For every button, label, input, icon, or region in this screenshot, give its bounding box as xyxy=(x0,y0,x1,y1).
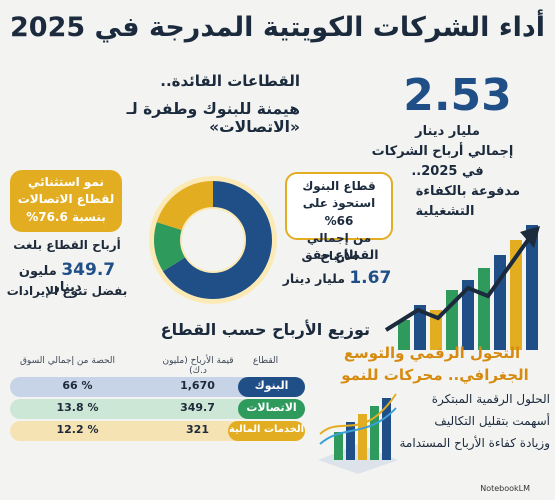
table-header-share: الحصة من إجمالي السوق xyxy=(19,356,116,366)
telecom-text-line1: أرباح القطاع بلغت xyxy=(13,238,121,252)
row-sector-pill xyxy=(228,421,305,441)
row-value: 349.7 xyxy=(180,401,215,414)
table-title: توزيع الأرباح حسب القطاع xyxy=(160,320,370,339)
growth-bars xyxy=(398,225,538,350)
telecom-growth-callout: نمو استثنائي لقطاع الاتصالات بنسبة 76.6% xyxy=(10,170,122,232)
banks-profit-value: 1.67 xyxy=(349,268,392,288)
digital-isometric-illustration xyxy=(318,393,398,474)
telecom-profit-value: 349.7 xyxy=(61,260,116,280)
row-value: 321 xyxy=(186,423,209,436)
row-share: 12.2 % xyxy=(56,423,99,436)
table-row: الخدمات المالية 321 12.2 % xyxy=(10,421,305,441)
donut-slice-2 xyxy=(154,181,272,299)
banks-callout-line2: استحوذ على 66% xyxy=(302,196,376,228)
telecom-profit-unit: مليون دينار xyxy=(18,264,82,295)
row-background xyxy=(10,377,305,397)
telecom-text-line2: 349.7 مليون دينار xyxy=(6,260,128,295)
summary-line4: مدفوعة بالكفاءة xyxy=(415,184,520,199)
summary-line3: في 2025.. xyxy=(411,164,484,179)
table-row: الاتصالات 349.7 13.8 % xyxy=(10,399,305,419)
row-value: 1,670 xyxy=(180,379,215,392)
total-profit-number: 2.53 xyxy=(403,70,512,121)
summary-line1: مليار دينار xyxy=(415,124,480,139)
row-sector: الخدمات المالية xyxy=(228,424,305,435)
growth-arrow-line xyxy=(384,238,530,332)
banks-share-callout: قطاع البنوك استحوذ على 66% من إجمالي الأ… xyxy=(285,172,393,263)
row-sector: البنوك xyxy=(254,379,289,392)
digital-heading-line1: التحول الرقمي والتوسع xyxy=(343,344,521,362)
digital-text-line1: الحلول الرقمية المبتكرة xyxy=(431,392,550,406)
banks-text-line2: 1.67 مليار دينار xyxy=(282,268,392,288)
banks-profit-unit: مليار دينار xyxy=(282,271,345,286)
telecom-text-line3: بفضل تنوع الإيرادات xyxy=(6,284,128,298)
table-header-value: قيمة الأرباح (مليون د.ك) xyxy=(162,356,234,376)
banks-text-line1: القطاع حقق xyxy=(301,247,379,262)
digital-text-line2: أسهمت بتقليل التكاليف xyxy=(434,414,550,428)
sectors-heading-line2: هيمنة للبنوك وطفرة لـ «الاتصالات» xyxy=(126,100,300,136)
donut-hole xyxy=(182,209,244,271)
banks-callout-line3: من إجمالي الأرباح xyxy=(306,231,372,263)
row-sector-pill xyxy=(238,377,305,397)
donut-slice-1 xyxy=(154,181,272,299)
summary-line2: إجمالي أرباح الشركات xyxy=(371,144,514,159)
page-title: أداء الشركات الكويتية المدرجة في 2025 xyxy=(10,12,545,43)
telecom-callout-line2: لقطاع الاتصالات xyxy=(17,192,115,207)
row-sector-pill xyxy=(238,399,305,419)
digital-heading-line2: الجغرافي.. محركات للنمو xyxy=(341,366,529,384)
telecom-callout-line3: بنسبة 76.6% xyxy=(26,209,106,224)
digital-text-line3: وزيادة كفاءة الأرباح المستدامة xyxy=(399,436,551,450)
notebooklm-brand: NotebookLM xyxy=(480,484,530,493)
table-row: البنوك 1,670 66 % xyxy=(10,377,305,397)
sector-share-donut xyxy=(149,176,277,304)
table-header-sector: القطاع xyxy=(252,356,279,366)
row-share: 13.8 % xyxy=(56,401,99,414)
growth-chart-illustration xyxy=(384,225,540,350)
row-sector: الاتصالات xyxy=(246,401,297,414)
sectors-heading-line1: القطاعات القائدة.. xyxy=(160,72,300,90)
row-background xyxy=(10,399,305,419)
growth-arrow-head xyxy=(520,226,540,248)
banks-callout-line1: قطاع البنوك xyxy=(302,179,376,193)
summary-line5: التشغيلية xyxy=(415,204,475,219)
telecom-callout-line1: نمو استثنائي xyxy=(27,175,104,189)
row-share: 66 % xyxy=(62,379,93,392)
